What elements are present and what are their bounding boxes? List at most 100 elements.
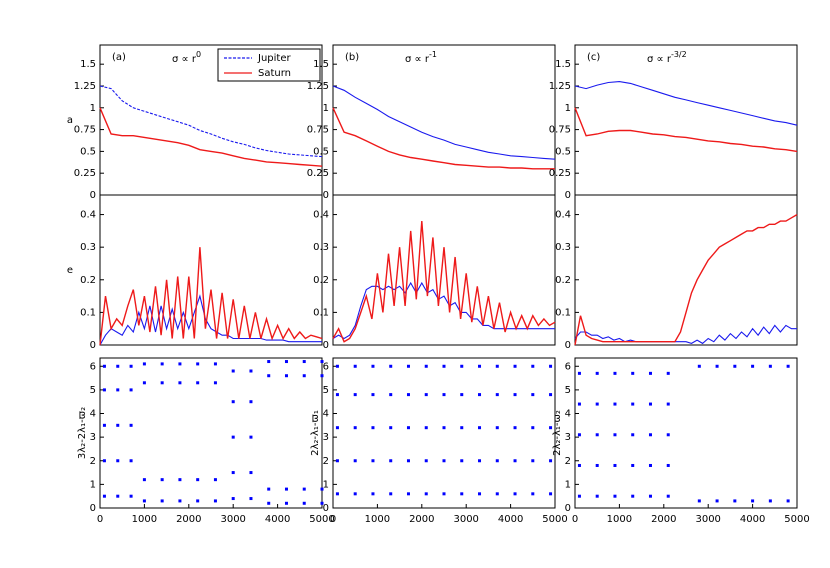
- scatter-point: [116, 423, 120, 427]
- scatter-point: [129, 423, 133, 427]
- scatter-point: [478, 364, 482, 368]
- y-axis-label: 2λ₂-λ₁-ϖ₁: [310, 410, 321, 456]
- x-tick-label: 4000: [498, 514, 523, 525]
- plot-frame: [574, 44, 798, 196]
- y-tick-label: 4: [323, 409, 329, 420]
- plot-frame: [574, 194, 798, 346]
- scatter-point: [531, 426, 535, 430]
- y-tick-label: 0: [90, 503, 96, 514]
- scatter-point: [495, 364, 499, 368]
- x-tick-label: 1000: [365, 514, 390, 525]
- x-tick-label: 2000: [409, 514, 434, 525]
- scatter-point: [406, 426, 410, 430]
- scatter-point: [577, 371, 581, 375]
- scatter-point: [267, 501, 271, 505]
- y-tick-label: 1.25: [549, 81, 571, 92]
- x-tick-label: 1000: [132, 514, 157, 525]
- y-tick-label: 0: [565, 503, 571, 514]
- scatter-point: [631, 371, 635, 375]
- x-tick-label: 0: [330, 514, 336, 525]
- y-tick-label: 1.25: [74, 81, 96, 92]
- scatter-point: [697, 499, 701, 503]
- scatter-point: [267, 374, 271, 378]
- scatter-point: [129, 364, 133, 368]
- scatter-point: [460, 459, 464, 463]
- scatter-point: [768, 499, 772, 503]
- scatter-point: [513, 459, 517, 463]
- scatter-point: [549, 492, 553, 496]
- scatter-point: [213, 381, 217, 385]
- scatter-point: [231, 369, 235, 373]
- scatter-point: [631, 433, 635, 437]
- x-tick-label: 3000: [453, 514, 478, 525]
- x-tick-label: 4000: [740, 514, 765, 525]
- scatter-point: [196, 499, 200, 503]
- scatter-point: [302, 360, 306, 364]
- scatter-point: [267, 360, 271, 364]
- scatter-point: [371, 393, 375, 397]
- series-line: [332, 107, 555, 170]
- scatter-point: [666, 494, 670, 498]
- y-tick-label: 0.4: [80, 210, 96, 221]
- scatter-point: [249, 369, 253, 373]
- scatter-point: [249, 435, 253, 439]
- scatter-point: [613, 494, 617, 498]
- plot-frame: [99, 194, 323, 346]
- y-tick-label: 0.5: [555, 146, 571, 157]
- y-tick-label: 1.5: [555, 59, 571, 70]
- y-tick-label: 0.75: [74, 125, 96, 136]
- y-tick-label: 0.3: [80, 242, 96, 253]
- scatter-point: [442, 492, 446, 496]
- scatter-point: [648, 433, 652, 437]
- annotation-exponent: 0: [196, 50, 201, 59]
- plot-frame: [332, 194, 556, 346]
- scatter-point: [196, 478, 200, 482]
- scatter-point: [353, 492, 357, 496]
- scatter-point: [631, 494, 635, 498]
- panel-label: (a): [112, 52, 126, 63]
- scatter-point: [178, 362, 182, 366]
- y-tick-label: 0.25: [307, 168, 329, 179]
- scatter-point: [335, 492, 339, 496]
- series-line: [99, 107, 323, 167]
- panel-label: (c): [587, 52, 600, 63]
- series-line: [99, 247, 323, 346]
- panel: 0 0.25 0.5 0.75 1 1.25 1.5 (b) σ ∝ r-1: [307, 44, 556, 201]
- x-tick-label: 3000: [220, 514, 245, 525]
- scatter-point: [549, 364, 553, 368]
- y-tick-label: 0: [565, 190, 571, 201]
- series-line: [332, 221, 556, 343]
- scatter-point: [353, 459, 357, 463]
- scatter-point: [353, 393, 357, 397]
- y-tick-label: 5: [323, 385, 329, 396]
- y-tick-label: 0.25: [74, 168, 96, 179]
- scatter-point: [196, 362, 200, 366]
- series-line: [574, 81, 798, 126]
- scatter-point: [513, 393, 517, 397]
- scatter-point: [648, 402, 652, 406]
- panel: 0 1 2 3 4 5 6 0 1000 2000 3000 4000 5000 2λ₂-λ₁-ϖ₁: [310, 357, 568, 525]
- scatter-point: [495, 426, 499, 430]
- scatter-point: [320, 360, 324, 364]
- series-line: [574, 213, 798, 346]
- y-tick-label: 0.3: [313, 242, 329, 253]
- scatter-point: [284, 487, 288, 491]
- scatter-point: [666, 463, 670, 467]
- y-tick-label: 3: [323, 432, 329, 443]
- scatter-point: [389, 393, 393, 397]
- scatter-point: [102, 423, 106, 427]
- x-tick-label: 0: [572, 514, 578, 525]
- scatter-point: [786, 499, 790, 503]
- scatter-point: [460, 393, 464, 397]
- annotation-text: σ ∝ r: [647, 54, 672, 65]
- scatter-point: [531, 492, 535, 496]
- scatter-point: [613, 433, 617, 437]
- y-tick-label: 6: [565, 361, 571, 372]
- y-tick-label: 0.5: [313, 146, 329, 157]
- annotation: σ ∝ r-1: [405, 50, 437, 66]
- scatter-point: [595, 433, 599, 437]
- scatter-point: [666, 433, 670, 437]
- scatter-point: [116, 388, 120, 392]
